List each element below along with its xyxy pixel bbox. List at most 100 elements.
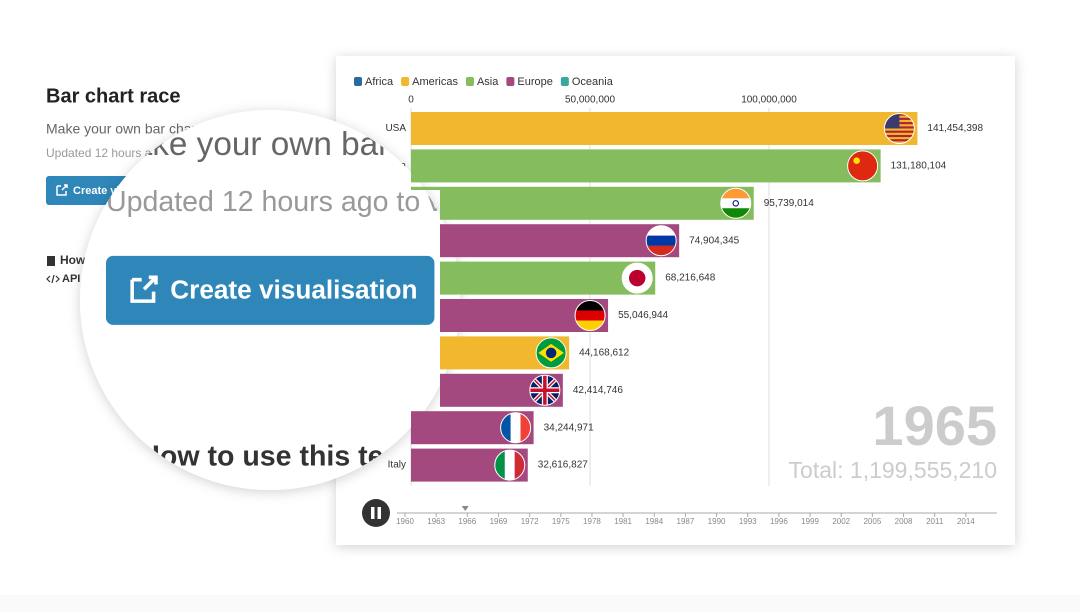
flag — [536, 337, 567, 368]
flag — [646, 225, 677, 256]
bar — [411, 186, 754, 220]
timeline-tick-label: 1993 — [739, 517, 757, 526]
play-button[interactable] — [362, 499, 390, 527]
flag-part — [514, 450, 525, 481]
flag-rim — [621, 262, 653, 294]
flag-part — [646, 235, 677, 246]
bar — [411, 261, 656, 295]
updated-note: Updated 12 hours ago to v — [106, 186, 443, 218]
value-label: 68,216,648 — [665, 273, 715, 284]
x-tick-label: 100,000,000 — [741, 95, 797, 106]
category-label: Italy — [388, 460, 406, 471]
flag — [847, 150, 878, 181]
flag-part — [646, 225, 677, 236]
legend-label: Europe — [517, 76, 552, 88]
timeline-tick-label: 2005 — [863, 517, 881, 526]
button-bg — [105, 255, 435, 325]
value-label: 34,244,971 — [544, 422, 594, 433]
flag-part — [853, 157, 860, 164]
value-label: 74,904,345 — [689, 235, 739, 246]
value-label: 95,739,014 — [764, 198, 814, 209]
legend-label: Asia — [477, 76, 499, 88]
book-icon — [47, 256, 55, 266]
legend-label: Africa — [365, 76, 394, 88]
bars — [411, 112, 918, 482]
create-button[interactable]: Create visualisation — [105, 255, 435, 325]
flag — [575, 300, 606, 331]
play-bg — [362, 499, 390, 527]
flag-part — [646, 245, 677, 256]
total-label: Total: 1,199,555,210 — [789, 457, 997, 483]
flag-part — [628, 269, 646, 287]
legend-swatch — [401, 77, 410, 86]
bar — [411, 224, 680, 258]
timeline-tick-label: 1960 — [396, 517, 414, 526]
pause-bar — [371, 507, 375, 519]
flag-part — [504, 450, 515, 481]
timeline-tick-label: 2008 — [895, 517, 913, 526]
flag-part — [884, 134, 915, 138]
flag-rim — [529, 374, 561, 406]
timeline-tick-label: 1969 — [490, 517, 508, 526]
timeline-tick-label: 1966 — [458, 517, 476, 526]
button-label: Create visualisation — [170, 275, 417, 305]
flag-rim — [847, 150, 879, 182]
flag-part — [575, 320, 606, 331]
flag — [622, 263, 653, 294]
timeline-tick-label: 1963 — [427, 517, 445, 526]
flag — [529, 375, 560, 406]
legend-swatch — [354, 77, 362, 86]
flag-rim — [500, 412, 532, 444]
flag-rim — [883, 113, 915, 144]
timeline-tick-label: 1996 — [770, 517, 788, 526]
timeline-tick-label: 1981 — [614, 517, 632, 526]
legend-label: Americas — [412, 76, 458, 88]
page-title: Bar chart race — [46, 85, 181, 107]
bar — [411, 149, 881, 183]
value-label: 44,168,612 — [579, 348, 629, 359]
external-icon — [56, 184, 68, 196]
pause-bar — [377, 507, 381, 519]
legend-swatch — [465, 77, 474, 86]
year-label: 1965 — [872, 394, 997, 457]
value-label: 42,414,746 — [573, 385, 623, 396]
flag — [500, 412, 531, 443]
timeline-tick-label: 1978 — [583, 517, 601, 526]
timeline-tick-label: 2002 — [832, 517, 850, 526]
flag-rim — [720, 187, 752, 219]
chart-over: 141,454,398 131,180,104 95,739,014 74,904,3… — [362, 123, 997, 527]
legend-swatch — [560, 77, 569, 86]
external-icon — [130, 275, 158, 303]
flag-rim — [574, 300, 606, 331]
value-label: 131,180,104 — [891, 161, 947, 172]
flag-part — [575, 310, 606, 321]
legend-swatch — [506, 77, 515, 86]
timeline-tick-label: 2014 — [957, 517, 975, 526]
flag-rim — [645, 225, 677, 257]
value-label: 141,454,398 — [927, 123, 983, 134]
flag-part — [529, 375, 560, 406]
timeline-tick-label: 1987 — [677, 517, 695, 526]
x-tick-label: 0 — [408, 95, 414, 106]
timeline-tick-label: 1999 — [801, 517, 819, 526]
api-link[interactable]: API — [62, 273, 80, 285]
flag — [720, 188, 751, 219]
flag-rim — [494, 449, 526, 481]
timeline-tick-label: 1972 — [521, 517, 539, 526]
x-tick-label: 50,000,000 — [565, 95, 615, 106]
flag-part — [732, 200, 739, 207]
timeline-tick-label: 1975 — [552, 517, 570, 526]
flag-part — [884, 130, 915, 133]
bar — [411, 112, 918, 145]
value-label: 55,046,944 — [618, 310, 668, 321]
value-label: 32,616,827 — [538, 460, 588, 471]
category-label: USA — [385, 123, 406, 134]
flag-rim — [535, 337, 567, 369]
timeline-tick-label: 1990 — [708, 517, 726, 526]
flag-part — [720, 198, 751, 209]
flag-part — [510, 412, 521, 443]
code-icon — [46, 274, 60, 284]
flag-part — [847, 150, 878, 181]
timeline-marker[interactable] — [461, 506, 469, 511]
